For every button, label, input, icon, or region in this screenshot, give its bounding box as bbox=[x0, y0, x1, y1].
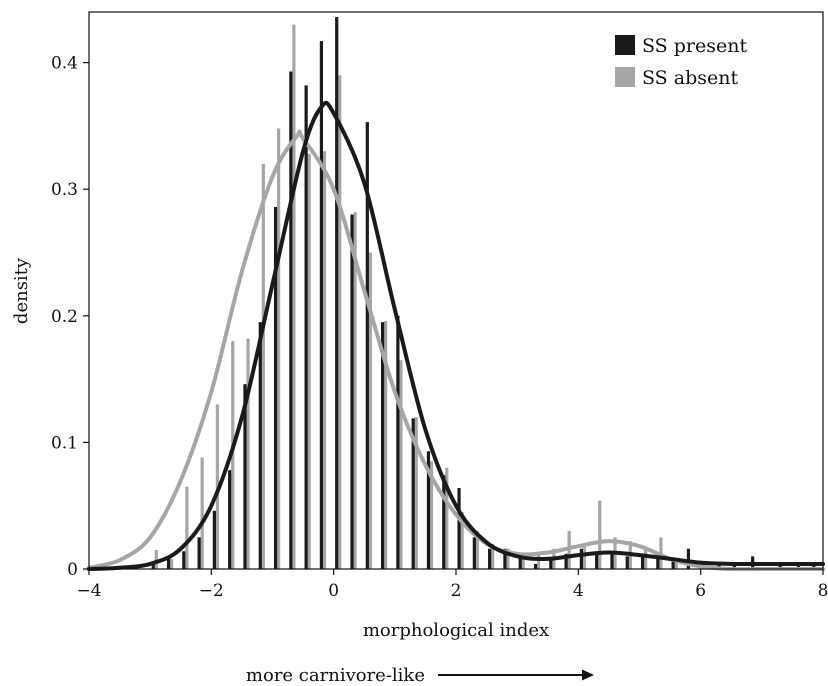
bar-ss-absent-17 bbox=[414, 417, 418, 569]
bar-ss-present-31 bbox=[625, 556, 629, 569]
bar-ss-present-23 bbox=[503, 548, 507, 569]
bar-ss-absent-25 bbox=[536, 553, 541, 569]
bar-ss-absent-34 bbox=[674, 558, 678, 569]
bar-ss-present-18 bbox=[426, 451, 431, 569]
bar-ss-present-2 bbox=[182, 551, 186, 569]
bar-ss-present-13 bbox=[350, 214, 354, 570]
bar-ss-absent-1 bbox=[169, 558, 174, 569]
x-tick-label: 0 bbox=[328, 581, 339, 601]
bar-ss-absent-9 bbox=[292, 24, 296, 570]
bar-ss-present-34 bbox=[671, 561, 675, 569]
bar-ss-present-1 bbox=[166, 556, 171, 569]
bar-ss-absent-20 bbox=[460, 512, 464, 569]
y-tick-label: 0.3 bbox=[51, 180, 78, 200]
bar-ss-absent-16 bbox=[399, 360, 403, 570]
bar-ss-present-28 bbox=[579, 548, 583, 569]
bar-ss-present-33 bbox=[656, 558, 660, 569]
bar-ss-absent-19 bbox=[445, 467, 449, 569]
y-tick-label: 0.2 bbox=[51, 307, 78, 327]
x-tick-label: −4 bbox=[76, 581, 101, 601]
x-tick-label: 6 bbox=[695, 581, 706, 601]
bar-ss-present-26 bbox=[549, 558, 553, 569]
bar-ss-present-5 bbox=[228, 470, 232, 569]
bar-ss-absent-11 bbox=[322, 151, 327, 569]
legend-swatch-ss-absent bbox=[615, 67, 635, 87]
legend-swatch-ss-present bbox=[615, 35, 635, 55]
plot-frame bbox=[88, 11, 824, 570]
bar-ss-present-0 bbox=[151, 563, 155, 569]
y-tick-label: 0.4 bbox=[51, 54, 78, 74]
y-tick-label: 0.1 bbox=[51, 433, 78, 453]
bar-ss-absent-3 bbox=[200, 457, 204, 569]
x-tick-label: 8 bbox=[818, 581, 828, 601]
legend-label-ss-present: SS present bbox=[642, 35, 747, 57]
bar-ss-present-11 bbox=[319, 41, 324, 570]
carnivore-annotation-label: more carnivore-like bbox=[246, 665, 425, 686]
bar-ss-present-8 bbox=[273, 206, 278, 569]
bar-ss-absent-2 bbox=[185, 486, 189, 569]
bar-ss-present-6 bbox=[243, 384, 247, 569]
bar-ss-present-7 bbox=[258, 322, 262, 569]
bar-ss-present-30 bbox=[610, 553, 614, 569]
bar-ss-present-29 bbox=[595, 551, 599, 569]
bar-ss-present-25 bbox=[533, 563, 538, 569]
bar-ss-absent-14 bbox=[368, 252, 372, 569]
bar-ss-present-17 bbox=[411, 418, 415, 569]
bar-ss-present-10 bbox=[304, 85, 308, 570]
bar-ss-absent-24 bbox=[521, 553, 525, 569]
bar-ss-present-24 bbox=[518, 553, 522, 569]
y-tick-label: 0 bbox=[67, 560, 78, 580]
x-tick-label: −2 bbox=[199, 581, 224, 601]
y-axis-title: density bbox=[11, 257, 32, 324]
bar-ss-absent-0 bbox=[154, 550, 158, 569]
bar-ss-absent-8 bbox=[277, 128, 281, 569]
bar-ss-present-15 bbox=[381, 322, 385, 569]
bar-ss-present-22 bbox=[488, 548, 492, 569]
bar-ss-present-3 bbox=[197, 537, 201, 569]
bar-ss-absent-23 bbox=[506, 548, 510, 569]
bar-ss-absent-6 bbox=[246, 338, 250, 569]
histogram-bars bbox=[151, 17, 816, 570]
bar-ss-absent-12 bbox=[338, 75, 342, 570]
bar-ss-present-27 bbox=[564, 553, 568, 569]
bar-ss-present-32 bbox=[640, 553, 645, 569]
bar-ss-absent-22 bbox=[491, 543, 495, 569]
x-tick-label: 4 bbox=[573, 581, 584, 601]
bar-ss-absent-10 bbox=[307, 153, 311, 569]
density-curves bbox=[87, 100, 825, 572]
axis-ticks: −4 −2 0 2 4 6 8 0 0.1 0.2 0.3 0.4 bbox=[51, 54, 828, 601]
bar-ss-present-9 bbox=[289, 71, 293, 569]
bar-ss-present-12 bbox=[335, 17, 339, 570]
bar-ss-absent-18 bbox=[429, 461, 434, 569]
bar-ss-absent-29 bbox=[598, 500, 602, 569]
bar-ss-present-16 bbox=[396, 315, 400, 569]
bar-ss-absent-13 bbox=[353, 212, 357, 569]
bar-ss-absent-15 bbox=[384, 320, 388, 569]
bar-ss-present-4 bbox=[212, 510, 216, 569]
bar-ss-absent-32 bbox=[644, 550, 648, 569]
x-tick-label: 2 bbox=[451, 581, 462, 601]
bar-ss-present-21 bbox=[472, 537, 476, 569]
bar-ss-absent-7 bbox=[261, 163, 265, 569]
legend: SS present SS absent bbox=[615, 35, 747, 89]
bar-ss-present-20 bbox=[457, 487, 461, 569]
density-curve-ss-present bbox=[87, 100, 825, 571]
x-axis-title: morphological index bbox=[363, 620, 549, 641]
bar-ss-present-38 bbox=[732, 563, 736, 569]
bar-ss-present-35 bbox=[686, 548, 691, 569]
bar-ss-present-19 bbox=[442, 475, 446, 569]
carnivore-arrow-icon bbox=[438, 669, 594, 681]
bar-ss-present-14 bbox=[365, 122, 369, 569]
bar-ss-absent-21 bbox=[475, 531, 480, 569]
legend-label-ss-absent: SS absent bbox=[642, 67, 738, 89]
bar-ss-absent-5 bbox=[231, 341, 235, 569]
